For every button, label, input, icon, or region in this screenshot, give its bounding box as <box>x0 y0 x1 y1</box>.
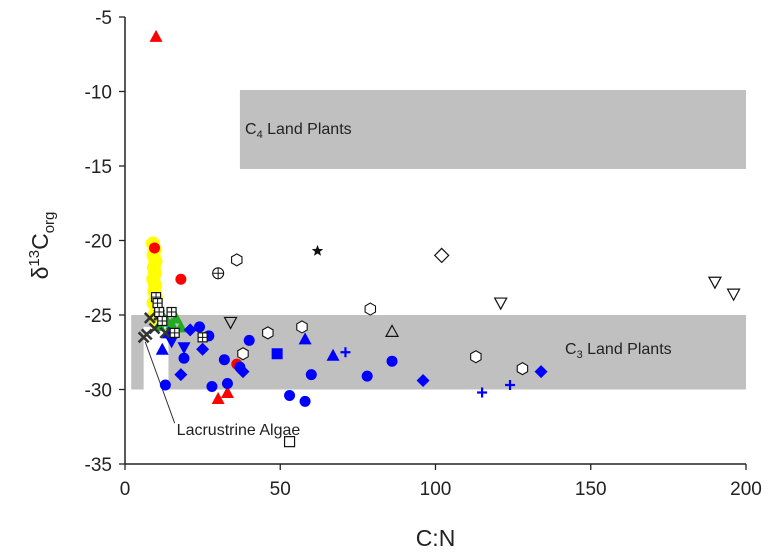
y-tick-label: -20 <box>85 232 112 253</box>
point-blue-invtriangle <box>177 342 191 355</box>
y-axis-title-main: C <box>27 233 53 250</box>
point-blue-circle <box>361 370 373 382</box>
point-open-square <box>283 436 296 448</box>
point-blue-circle <box>159 379 171 391</box>
point-blue-plus <box>505 380 516 391</box>
point-blue-circle <box>194 321 206 333</box>
point-open-circle-plus <box>212 267 225 280</box>
point-boxed-plus <box>169 327 180 338</box>
point-open-hexagon <box>516 362 529 376</box>
boxed-plus-cross <box>167 307 177 317</box>
region-label-c3-land-plants: C3 Land Plants <box>565 341 672 361</box>
point-blue-circle <box>243 334 255 346</box>
point-blue-circle <box>218 354 230 366</box>
plot-regions: C4 Land Plants C3 Land Plants <box>131 90 746 390</box>
x-tick-label: 100 <box>420 479 452 500</box>
point-open-triangle <box>385 324 400 337</box>
point-boxed-plus <box>157 315 168 327</box>
point-open-hexagon <box>364 302 377 316</box>
point-blue-invtriangle <box>165 336 179 349</box>
point-blue-diamond <box>174 368 188 382</box>
circle-plus-cross <box>212 267 224 279</box>
point-open-invtriangle <box>726 288 741 302</box>
y-tick-label: -10 <box>85 83 112 104</box>
point-blue-plus <box>340 347 351 358</box>
point-red-triangle <box>220 385 234 398</box>
axis-ticks: 0 50 100 150 200 -35 -30 -25 -20 -15 -10 -5 <box>85 8 762 500</box>
point-blue-circle <box>305 369 317 381</box>
x-tick-label: 0 <box>120 479 131 500</box>
point-black-x <box>159 326 172 339</box>
point-open-hexagon <box>296 320 308 334</box>
point-blue-diamond <box>183 323 197 337</box>
point-open-hexagon <box>470 350 482 364</box>
point-open-invtriangle <box>223 316 238 330</box>
point-open-invtriangle <box>493 297 508 311</box>
point-boxed-plus <box>197 332 208 343</box>
y-tick-label: -35 <box>85 455 112 476</box>
point-open-diamond <box>433 247 450 264</box>
point-red-circle <box>175 273 187 285</box>
y-axis-title-delta: δ <box>27 267 53 280</box>
point-blue-square <box>271 348 283 360</box>
annotation: Lacrustrine Algae <box>144 341 301 439</box>
region-label-c4-land-plants: C4 Land Plants <box>245 121 352 141</box>
boxed-plus-cross <box>154 307 164 317</box>
point-star <box>311 244 324 256</box>
x-tick-label: 150 <box>575 479 607 500</box>
boxed-plus-cross <box>198 332 208 342</box>
y-tick-label: -15 <box>85 157 112 178</box>
boxed-plus-cross <box>153 298 163 308</box>
y-tick-label: -30 <box>85 381 112 402</box>
point-blue-circle <box>178 352 190 364</box>
region-c3-land-plants <box>131 315 746 390</box>
point-blue-diamond <box>534 365 548 379</box>
point-blue-plus <box>477 387 488 398</box>
point-red-circle <box>148 242 160 254</box>
region-c4-land-plants <box>239 90 746 169</box>
x-axis-title: C:N <box>416 525 456 551</box>
boxed-plus-cross <box>157 316 167 326</box>
point-green-triangle <box>169 311 183 324</box>
point-black-x <box>143 312 156 324</box>
boxed-plus-cross <box>170 328 180 338</box>
point-blue-diamond <box>196 342 210 356</box>
annotation-arrow <box>144 341 176 424</box>
point-blue-circle <box>386 355 398 367</box>
point-blue-circle <box>221 378 233 390</box>
point-blue-triangle <box>326 348 340 361</box>
point-blue-triangle <box>155 342 169 355</box>
y-tick-label: -5 <box>95 8 112 29</box>
y-axis-title-sub: org <box>41 212 58 234</box>
point-boxed-plus <box>166 306 177 318</box>
y-axis-title: δ13Corg <box>26 212 58 280</box>
x-tick-label: 50 <box>270 479 291 500</box>
point-red-triangle <box>149 29 163 42</box>
y-tick-label: -25 <box>85 306 112 327</box>
point-blue-triangle <box>298 332 312 345</box>
point-blue-diamond <box>416 374 430 388</box>
annotation-label: Lacrustrine Algae <box>177 422 301 439</box>
point-blue-diamond <box>236 365 250 379</box>
point-open-invtriangle <box>707 276 722 290</box>
point-blue-circle <box>299 395 311 407</box>
y-axis-title-sup: 13 <box>26 250 43 267</box>
data-points <box>137 29 741 448</box>
point-red-triangle <box>211 391 225 404</box>
point-boxed-plus <box>152 297 163 309</box>
point-open-hexagon <box>262 326 274 340</box>
point-blue-circle <box>206 381 218 393</box>
x-tick-label: 200 <box>730 479 762 500</box>
point-blue-circle <box>284 389 296 401</box>
point-open-hexagon <box>231 253 243 267</box>
point-boxed-plus <box>154 306 165 318</box>
point-open-hexagon <box>237 347 249 361</box>
